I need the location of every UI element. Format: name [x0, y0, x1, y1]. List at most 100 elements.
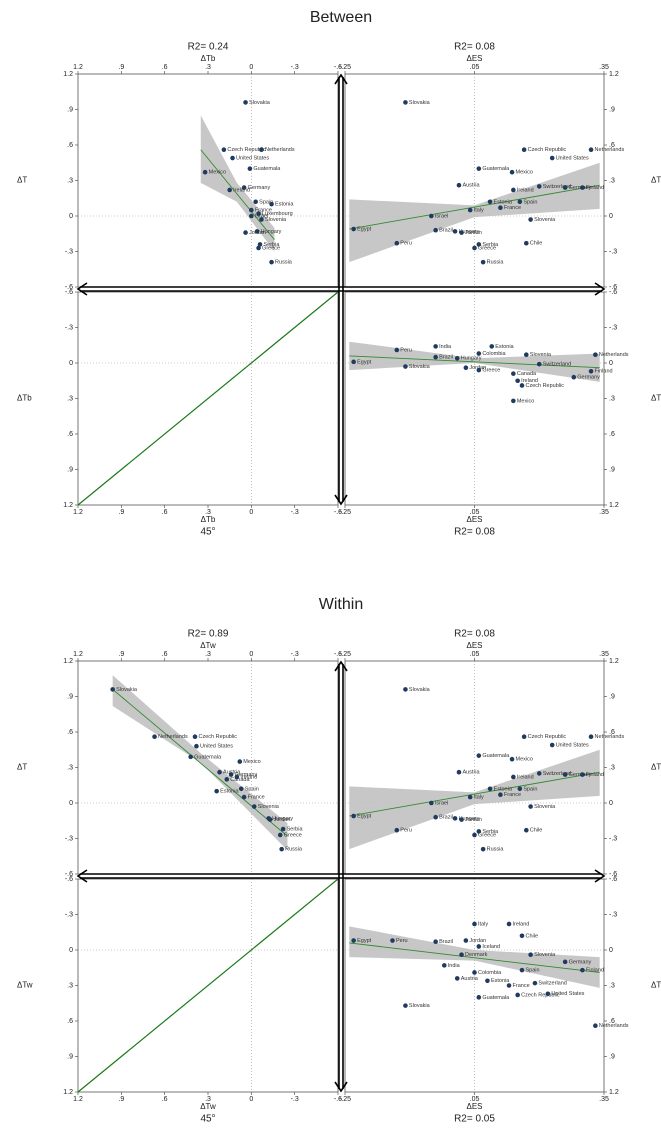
- fit-line: [112, 689, 288, 837]
- x-tick-label: 1.2: [73, 651, 83, 658]
- y-tick-label: 1.2: [609, 1089, 619, 1096]
- point-label: Czech Republic: [227, 147, 266, 153]
- x-tick-label: .9: [118, 64, 124, 71]
- x-tick-label: -.6: [334, 651, 342, 658]
- y-tick-label: 0: [609, 213, 613, 220]
- point-label: Chile: [525, 933, 538, 939]
- x-tick-label: 1.2: [73, 64, 83, 71]
- data-point: [528, 217, 533, 222]
- data-point: [476, 944, 482, 949]
- point-label: Brazil: [439, 228, 453, 234]
- point-label: Netherlands: [599, 1023, 629, 1029]
- y-axis-label: ΔT: [651, 763, 661, 772]
- x-tick-label: 1.2: [73, 1096, 83, 1103]
- point-label: France: [504, 792, 521, 798]
- point-label: Slovenia: [534, 952, 556, 958]
- annotation: R2= 0.05: [454, 1114, 495, 1125]
- y-tick-label: .9: [609, 1053, 615, 1060]
- point-label: Netherlands: [599, 352, 629, 358]
- fit-line: [349, 355, 600, 369]
- data-point: [519, 967, 525, 973]
- data-point: [580, 772, 585, 777]
- arrow-head: [334, 494, 348, 506]
- point-label: Slovenia: [534, 217, 556, 223]
- y-tick-label: -.6: [65, 284, 73, 291]
- data-point: [237, 759, 243, 764]
- data-point: [241, 185, 247, 190]
- x-tick-label: .6: [162, 1096, 168, 1103]
- data-point: [524, 240, 529, 246]
- data-point: [227, 187, 232, 193]
- y-tick-label: .3: [67, 177, 73, 184]
- y-tick-label: .6: [609, 142, 615, 149]
- point-label: Greece: [262, 245, 280, 251]
- data-point: [243, 230, 248, 235]
- data-point: [257, 242, 263, 247]
- x-tick-label: .9: [118, 651, 124, 658]
- y-tick-label: .3: [67, 764, 73, 771]
- point-label: Russia: [487, 260, 505, 266]
- data-point: [429, 800, 434, 806]
- x-tick-label: .6: [162, 509, 168, 516]
- x-tick-label: 1.2: [73, 509, 83, 516]
- y-tick-label: -.6: [65, 289, 73, 296]
- x-tick-label: .3: [205, 1096, 211, 1103]
- y-tick-label: -.6: [609, 289, 617, 296]
- data-point: [456, 182, 462, 188]
- point-label: Ireland: [233, 187, 250, 193]
- x-tick-label: 0: [249, 509, 253, 516]
- point-label: Italy: [474, 795, 484, 801]
- data-point: [536, 361, 542, 367]
- y-tick-label: .6: [609, 1018, 615, 1025]
- point-label: Germany: [235, 772, 258, 778]
- x-tick-label: .6: [162, 651, 168, 658]
- data-point: [269, 201, 274, 207]
- point-label: Guatemala: [482, 995, 510, 1001]
- point-label: Brazil: [439, 939, 453, 945]
- point-label: United States: [551, 991, 584, 997]
- x-axis-label: ΔES: [466, 641, 482, 650]
- data-point: [485, 978, 490, 984]
- figure-title: Between: [310, 9, 372, 26]
- point-label: Spain: [525, 968, 539, 974]
- x-tick-label: -.3: [291, 1096, 299, 1103]
- data-point: [593, 1023, 598, 1029]
- point-label: Jordan: [465, 817, 482, 823]
- data-point: [498, 205, 503, 211]
- data-point: [521, 734, 527, 740]
- point-label: Greece: [284, 832, 302, 838]
- point-label: Serbia: [482, 829, 499, 835]
- data-point: [433, 939, 438, 945]
- x-tick-label: .35: [599, 509, 609, 516]
- point-label: Finland: [586, 968, 604, 974]
- arrow-head: [76, 869, 88, 883]
- point-label: Egypt: [357, 359, 372, 365]
- point-label: France: [513, 983, 530, 989]
- point-label: Czech Republic: [525, 383, 564, 389]
- y-tick-label: -.6: [65, 876, 73, 883]
- data-point: [452, 229, 458, 234]
- x-tick-label: .05: [470, 64, 480, 71]
- data-point: [536, 184, 542, 189]
- y-tick-label: 0: [69, 213, 73, 220]
- arrow-head: [594, 282, 606, 296]
- data-point: [394, 347, 400, 353]
- data-point: [476, 995, 482, 1000]
- y-tick-label: 1.2: [609, 502, 619, 509]
- point-label: Serbia: [287, 826, 304, 832]
- y-tick-label: 0: [69, 800, 73, 807]
- data-point: [545, 991, 551, 997]
- point-label: Estonia: [220, 789, 239, 795]
- x-tick-label: .35: [599, 1096, 609, 1103]
- x-axis-label: ΔES: [466, 1102, 482, 1111]
- y-tick-label: -.6: [609, 871, 617, 878]
- x-tick-label: 0: [249, 64, 253, 71]
- point-label: Slovakia: [409, 687, 431, 693]
- data-point: [254, 229, 260, 234]
- data-point: [509, 756, 515, 762]
- y-axis-label: ΔTb: [651, 394, 661, 403]
- data-point: [253, 199, 258, 205]
- y-tick-label: .6: [67, 142, 73, 149]
- y-axis-label: ΔT: [17, 763, 27, 772]
- data-point: [524, 352, 529, 358]
